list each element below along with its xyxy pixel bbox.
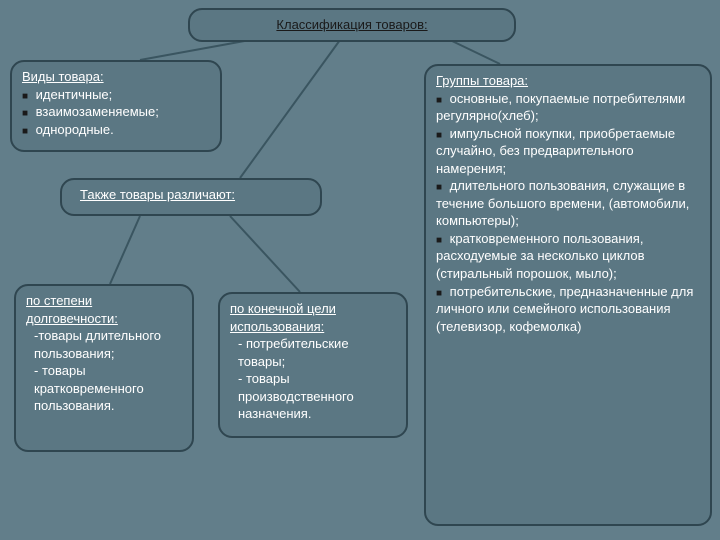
list-item-text: импульсной покупки, приобретаемые случай… xyxy=(436,126,675,176)
square-bullet-icon: ■ xyxy=(436,235,442,246)
list-item: - потребительские товары; xyxy=(230,335,396,370)
square-bullet-icon: ■ xyxy=(436,182,442,193)
square-bullet-icon: ■ xyxy=(22,108,28,119)
list-item-text: взаимозаменяемые; xyxy=(32,104,159,119)
list-item: - товары кратковременного пользования. xyxy=(26,362,182,415)
list-item-text: однородные. xyxy=(32,122,114,137)
also-text: Также товары различают: xyxy=(80,187,235,202)
list-item: - товары производственного назначения. xyxy=(230,370,396,423)
list-item: ■ однородные. xyxy=(22,121,210,139)
square-bullet-icon: ■ xyxy=(436,95,442,106)
list-item-text: идентичные; xyxy=(32,87,112,102)
title-text: Классификация товаров: xyxy=(276,17,427,32)
square-bullet-icon: ■ xyxy=(22,91,28,102)
list-item: ■ основные, покупаемые потребителями рег… xyxy=(436,90,700,125)
list-item: ■ идентичные; xyxy=(22,86,210,104)
types-title: Виды товара: xyxy=(22,69,104,84)
purpose-title: по конечной цели использования: xyxy=(230,301,336,334)
list-item: ■ длительного пользования, служащие в те… xyxy=(436,177,700,230)
square-bullet-icon: ■ xyxy=(22,126,28,137)
list-item: ■ кратковременного пользования, расходуе… xyxy=(436,230,700,283)
list-item-text: потребительские, предназначенные для лич… xyxy=(436,284,693,334)
durability-title: по степени долговечности: xyxy=(26,293,118,326)
also-box: Также товары различают: xyxy=(60,178,322,216)
list-item: ■ потребительские, предназначенные для л… xyxy=(436,283,700,336)
list-item-text: основные, покупаемые потребителями регул… xyxy=(436,91,685,124)
groups-title: Группы товара: xyxy=(436,73,528,88)
square-bullet-icon: ■ xyxy=(436,288,442,299)
list-item: -товары длительного пользования; xyxy=(26,327,182,362)
title-box: Классификация товаров: xyxy=(188,8,516,42)
list-item: ■ импульсной покупки, приобретаемые случ… xyxy=(436,125,700,178)
list-item-text: кратковременного пользования, расходуемы… xyxy=(436,231,644,281)
list-item-text: длительного пользования, служащие в тече… xyxy=(436,178,689,228)
square-bullet-icon: ■ xyxy=(436,130,442,141)
groups-box: Группы товара: ■ основные, покупаемые по… xyxy=(424,64,712,526)
list-item: ■ взаимозаменяемые; xyxy=(22,103,210,121)
types-box: Виды товара: ■ идентичные;■ взаимозаменя… xyxy=(10,60,222,152)
durability-box: по степени долговечности: -товары длител… xyxy=(14,284,194,452)
purpose-box: по конечной цели использования: - потреб… xyxy=(218,292,408,438)
